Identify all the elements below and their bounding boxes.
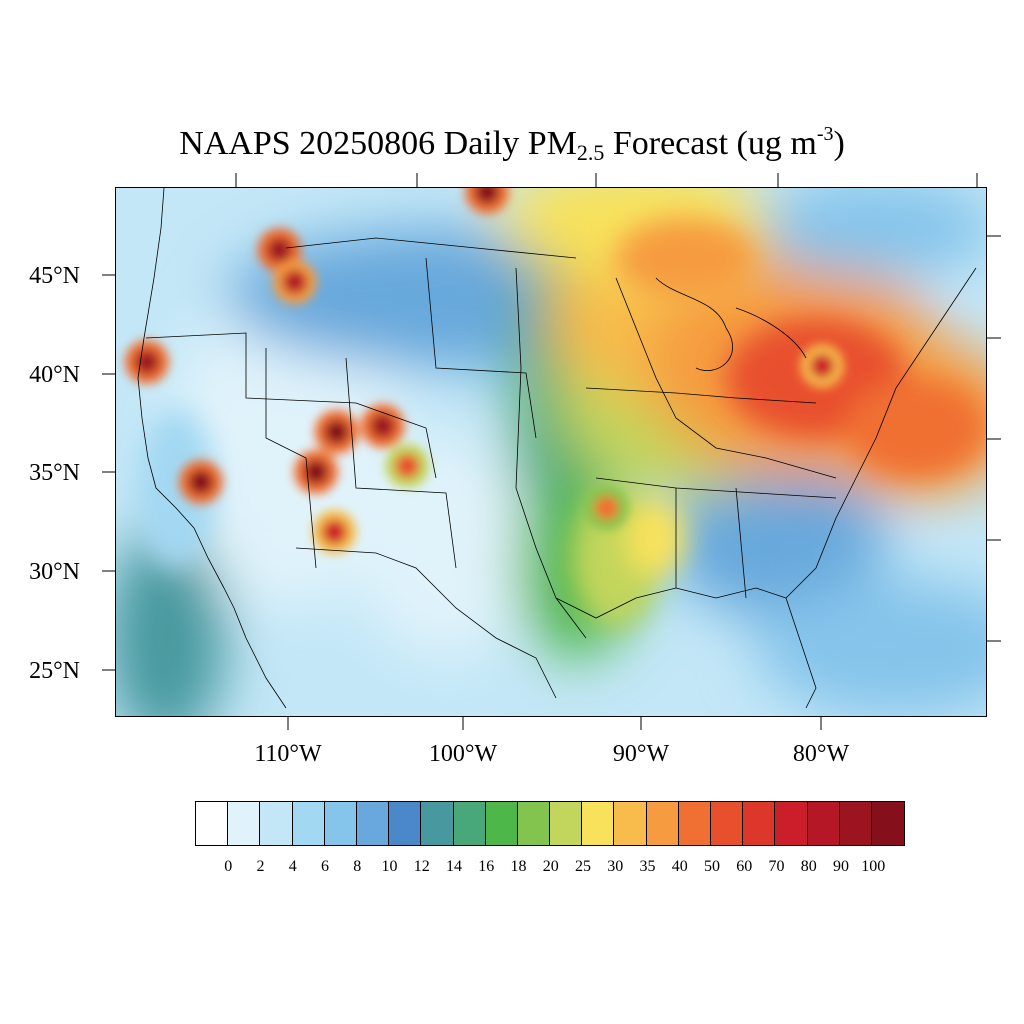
colorbar-tick-label: 0 — [224, 858, 233, 875]
florida-coastline — [785, 597, 817, 709]
title-middle: Forecast (ug m — [604, 125, 817, 162]
nevada-utah-line — [265, 348, 317, 569]
lat-label-45: 45°N — [29, 263, 80, 289]
colorbar-tick-label: 30 — [607, 858, 624, 875]
colorbar-tick-label: 10 — [381, 858, 398, 875]
hotspot-core — [475, 188, 500, 204]
colorbar-swatch — [196, 802, 229, 845]
title-prefix: NAAPS 20250806 Daily PM — [179, 125, 577, 162]
colorbar-tick-label: 70 — [768, 858, 785, 875]
lat-label-35: 35°N — [29, 460, 80, 486]
lon-label-80w: 80°W — [792, 741, 850, 767]
colorbar-tick-label: 60 — [736, 858, 753, 875]
lake-erie-outline — [735, 307, 807, 359]
colorbar-swatch — [260, 802, 293, 845]
colorbar-swatch — [678, 802, 711, 845]
hotspots — [124, 188, 845, 554]
eastern-state-lines — [615, 277, 837, 479]
title-superscript: -3 — [816, 123, 834, 145]
colorbar — [195, 801, 906, 846]
title-suffix: ) — [833, 125, 845, 162]
pacific-coastline — [137, 188, 225, 589]
western-state-lines — [145, 332, 437, 479]
central-lines — [515, 267, 587, 639]
title-subscript: 2.5 — [576, 140, 605, 165]
colorbar-swatch — [775, 802, 808, 845]
colorbar-swatch — [743, 802, 776, 845]
hotspot-core — [134, 350, 159, 374]
map-canvas — [116, 188, 986, 716]
great-lakes-outline — [655, 277, 733, 371]
colorbar-swatch — [324, 802, 357, 845]
colorbar-swatch — [292, 802, 325, 845]
lon-label-100w: 100°W — [428, 741, 498, 767]
canada-border — [285, 237, 577, 259]
hotspot-core — [188, 470, 213, 494]
colorbar-tick-label: 25 — [575, 858, 591, 875]
colorbar-tick-label: 6 — [321, 858, 329, 875]
colorbar-tick-label: 100 — [861, 858, 886, 875]
baja-coastline — [223, 587, 287, 709]
colorbar-swatch — [228, 802, 261, 845]
lat-label-25: 25°N — [29, 658, 80, 684]
atlantic-coastline — [785, 267, 977, 599]
colorbar-swatch — [485, 802, 518, 845]
colorbar-swatch — [839, 802, 872, 845]
colorbar-tick-label: 4 — [288, 858, 297, 875]
four-corners-lines — [345, 357, 457, 569]
colorbar-swatch — [582, 802, 615, 845]
hotspot-core — [810, 354, 835, 378]
pm25-forecast-map — [115, 187, 987, 717]
colorbar-tick-label: 2 — [256, 858, 265, 875]
map-title: NAAPS 20250806 Daily PM2.5 Forecast (ug … — [0, 112, 1024, 175]
colorbar-swatch — [453, 802, 486, 845]
colorbar-tick-label: 80 — [800, 858, 817, 875]
colorbar-swatch — [421, 802, 454, 845]
colorbar-tick-label: 18 — [510, 858, 527, 875]
mexico-border — [295, 547, 557, 699]
colorbar-swatch — [389, 802, 422, 845]
colorbar-swatch — [517, 802, 551, 845]
colorbar-tick-label: 14 — [446, 858, 462, 875]
colorbar-tick-label: 35 — [639, 858, 656, 875]
colorbar-swatch — [356, 802, 390, 845]
colorbar-swatch — [614, 802, 647, 845]
hotspot-core — [322, 520, 347, 544]
lat-label-40: 40°N — [29, 362, 80, 388]
colorbar-tick-label: 20 — [542, 858, 559, 875]
ohio-valley-line — [585, 387, 817, 404]
tennessee-line — [595, 477, 837, 499]
hotspot-core — [395, 454, 420, 478]
boundaries — [137, 188, 977, 709]
plains-lines — [425, 257, 537, 439]
hotspot-core — [324, 420, 349, 444]
colorbar-swatch — [550, 802, 583, 845]
colorbar-tick-label: 40 — [671, 858, 688, 875]
colorbar-tick-label: 50 — [704, 858, 720, 875]
colorbar-swatch — [711, 802, 744, 845]
colorbar-tick-label: 8 — [353, 858, 362, 875]
colorbar-tick-label: 90 — [833, 858, 849, 875]
hotspot-core — [282, 270, 307, 294]
colorbar-tick-label: 16 — [478, 858, 495, 875]
colorbar-swatch — [646, 802, 679, 845]
lon-label-90w: 90°W — [612, 741, 670, 767]
hotspot-core — [303, 460, 328, 484]
hotspot-core — [594, 496, 619, 520]
colorbar-tick-label: 12 — [413, 858, 430, 875]
lat-label-30: 30°N — [29, 559, 80, 585]
hotspot-core — [267, 238, 292, 262]
lon-label-110w: 110°W — [254, 741, 322, 767]
alabama-line — [735, 487, 747, 599]
colorbar-swatch — [871, 802, 905, 845]
hotspot-core — [370, 414, 395, 438]
colorbar-swatch — [807, 802, 840, 845]
